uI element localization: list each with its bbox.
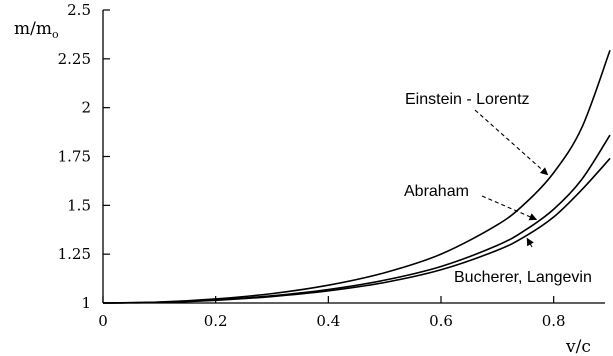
y-tick-label: 2.25: [58, 50, 91, 68]
annotation-label-0: Einstein - Lorentz: [405, 91, 530, 108]
y-tick-label: 2: [81, 99, 91, 117]
curves: [102, 49, 611, 304]
x-tick-label: 0.8: [542, 312, 566, 330]
annotation-arrow-0: [474, 109, 549, 176]
axes: 1 1.25 1.5 1.75 2 2.25 2.5 0 0.2 0.4 0.6 0.8: [58, 1, 605, 330]
series-line-0: [102, 49, 611, 304]
x-tick-label: 0.2: [204, 312, 228, 330]
y-axis-title-sub: o: [52, 28, 59, 41]
annotations: Einstein - Lorentz Abraham Bucherer, Lange…: [404, 91, 592, 286]
x-tick-label: 0: [98, 312, 108, 330]
y-tick-label: 1.25: [58, 245, 91, 263]
x-tick-label: 0.6: [429, 312, 453, 330]
y-axis-title: m/mo: [14, 19, 59, 41]
annotation-arrow-2: [526, 237, 534, 248]
y-tick-label: 2.5: [67, 1, 91, 19]
y-tick-label: 1.75: [58, 148, 91, 166]
x-tick-label: 0.4: [316, 312, 340, 330]
series-line-2: [102, 157, 611, 304]
y-tick-label: 1.5: [67, 196, 91, 214]
annotation-label-2: Bucherer, Langevin: [454, 269, 592, 286]
annotation-label-1: Abraham: [404, 183, 469, 200]
annotation-arrow-1: [481, 195, 538, 221]
y-tick-label: 1: [81, 294, 91, 312]
x-axis-title: v/c: [565, 337, 591, 356]
y-axis-title-main: m/m: [14, 19, 52, 39]
